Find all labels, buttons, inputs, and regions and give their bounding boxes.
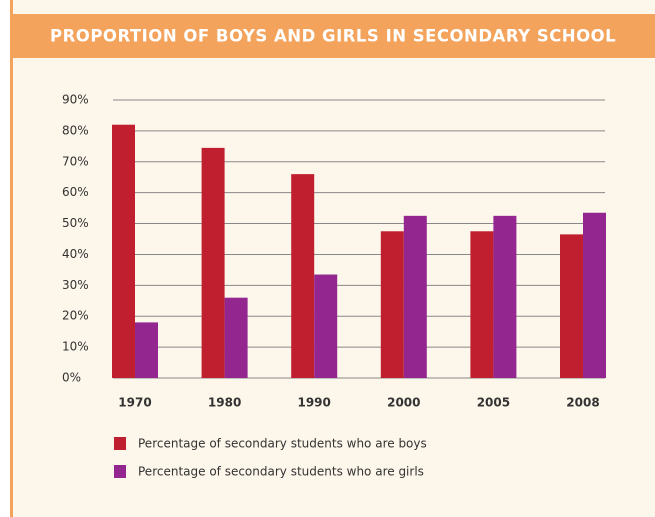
- bar: [201, 147, 225, 378]
- bar: [380, 231, 404, 378]
- x-tick-label: 1970: [118, 396, 151, 410]
- x-tick-label: 1980: [208, 396, 241, 410]
- y-tick-label: 40%: [62, 247, 89, 261]
- y-tick-label: 50%: [62, 216, 89, 230]
- x-tick-label: 2000: [387, 396, 420, 410]
- legend-label: Percentage of secondary students who are…: [138, 465, 424, 479]
- bar: [493, 215, 517, 378]
- chart-title: PROPORTION OF BOYS AND GIRLS IN SECONDAR…: [50, 27, 616, 46]
- bar: [314, 274, 338, 378]
- legend-swatch: [114, 437, 126, 450]
- y-tick-label: 60%: [62, 185, 89, 199]
- panel-border: [10, 0, 13, 517]
- y-tick-label: 80%: [62, 123, 89, 137]
- bar: [470, 231, 494, 378]
- x-tick-label: 2008: [566, 396, 599, 410]
- bar: [112, 124, 135, 378]
- bar: [224, 297, 248, 378]
- x-tick-label: 2005: [477, 396, 510, 410]
- bar: [583, 212, 606, 378]
- legend-swatch: [114, 465, 126, 478]
- y-tick-label: 0%: [62, 371, 81, 385]
- bar: [403, 215, 427, 378]
- y-tick-label: 90%: [62, 93, 89, 107]
- y-tick-label: 70%: [62, 154, 89, 168]
- header: [10, 14, 655, 58]
- bar: [560, 234, 583, 378]
- bar: [291, 174, 315, 378]
- y-tick-label: 10%: [62, 340, 89, 354]
- legend-label: Percentage of secondary students who are…: [138, 437, 427, 451]
- y-tick-label: 30%: [62, 278, 89, 292]
- x-tick-label: 1990: [297, 396, 330, 410]
- bar: [135, 322, 158, 378]
- y-tick-label: 20%: [62, 309, 89, 323]
